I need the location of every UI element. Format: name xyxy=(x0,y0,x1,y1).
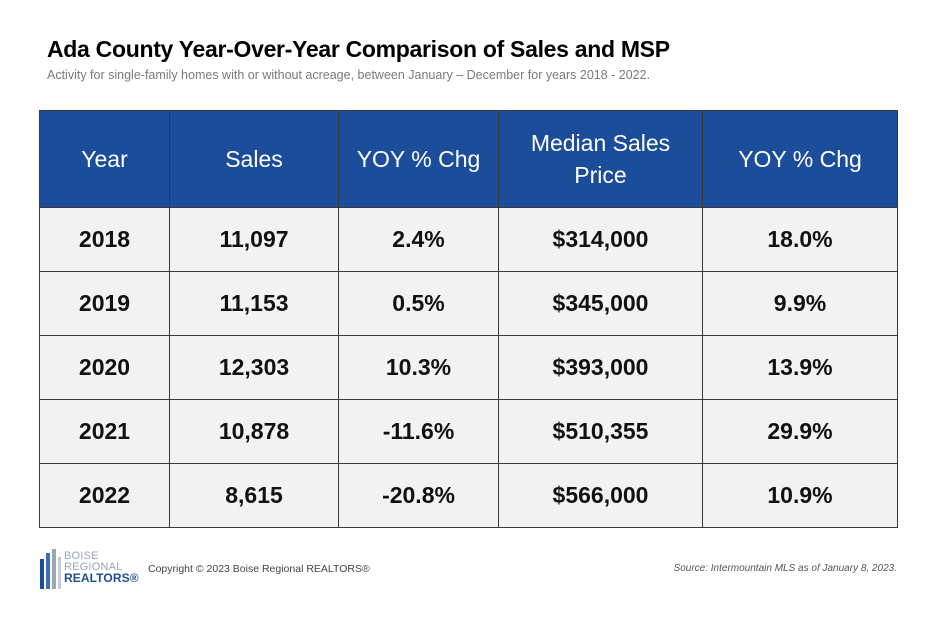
cell-price-yoy: 9.9% xyxy=(702,271,898,336)
logo-line-2: REGIONAL xyxy=(64,561,123,573)
source-note: Source: Intermountain MLS as of January … xyxy=(673,563,897,574)
table-header-row: Year Sales YOY % Chg Median Sales Price … xyxy=(39,110,898,208)
brokerage-logo: BOISE REGIONAL REALTORS® xyxy=(40,547,140,591)
cell-year: 2018 xyxy=(39,207,170,272)
column-header-sales-yoy: YOY % Chg xyxy=(338,110,499,208)
cell-year: 2020 xyxy=(39,335,170,400)
column-header-sales: Sales xyxy=(169,110,339,208)
cell-sales-yoy: -11.6% xyxy=(338,399,499,464)
column-header-year: Year xyxy=(39,110,170,208)
cell-median-price: $345,000 xyxy=(498,271,703,336)
logo-wordmark: BOISE REGIONAL REALTORS® xyxy=(64,550,139,585)
cell-year: 2021 xyxy=(39,399,170,464)
column-header-price-yoy: YOY % Chg xyxy=(702,110,898,208)
cell-sales-yoy: 0.5% xyxy=(338,271,499,336)
page-title: Ada County Year-Over-Year Comparison of … xyxy=(47,36,670,62)
cell-price-yoy: 18.0% xyxy=(702,207,898,272)
page-subtitle: Activity for single-family homes with or… xyxy=(47,68,651,82)
cell-sales: 11,097 xyxy=(169,207,339,272)
cell-price-yoy: 13.9% xyxy=(702,335,898,400)
cell-sales: 8,615 xyxy=(169,463,339,528)
cell-sales: 11,153 xyxy=(169,271,339,336)
column-header-median-price: Median Sales Price xyxy=(498,110,703,208)
cell-price-yoy: 29.9% xyxy=(702,399,898,464)
table-row: 2021 10,878 -11.6% $510,355 29.9% xyxy=(39,399,898,464)
logo-line-3: REALTORS® xyxy=(64,571,139,585)
cell-median-price: $314,000 xyxy=(498,207,703,272)
table-row: 2018 11,097 2.4% $314,000 18.0% xyxy=(39,207,898,272)
copyright-text: Copyright © 2023 Boise Regional REALTORS… xyxy=(148,563,370,575)
table-row: 2020 12,303 10.3% $393,000 13.9% xyxy=(39,335,898,400)
cell-sales: 12,303 xyxy=(169,335,339,400)
cell-sales-yoy: 10.3% xyxy=(338,335,499,400)
cell-sales-yoy: -20.8% xyxy=(338,463,499,528)
cell-price-yoy: 10.9% xyxy=(702,463,898,528)
building-bars-icon xyxy=(40,549,61,589)
cell-year: 2022 xyxy=(39,463,170,528)
cell-sales: 10,878 xyxy=(169,399,339,464)
cell-median-price: $393,000 xyxy=(498,335,703,400)
table-row: 2022 8,615 -20.8% $566,000 10.9% xyxy=(39,463,898,528)
cell-median-price: $566,000 xyxy=(498,463,703,528)
cell-year: 2019 xyxy=(39,271,170,336)
cell-median-price: $510,355 xyxy=(498,399,703,464)
table-row: 2019 11,153 0.5% $345,000 9.9% xyxy=(39,271,898,336)
data-table: Year Sales YOY % Chg Median Sales Price … xyxy=(39,110,898,528)
logo-line-1: BOISE xyxy=(64,550,99,562)
cell-sales-yoy: 2.4% xyxy=(338,207,499,272)
